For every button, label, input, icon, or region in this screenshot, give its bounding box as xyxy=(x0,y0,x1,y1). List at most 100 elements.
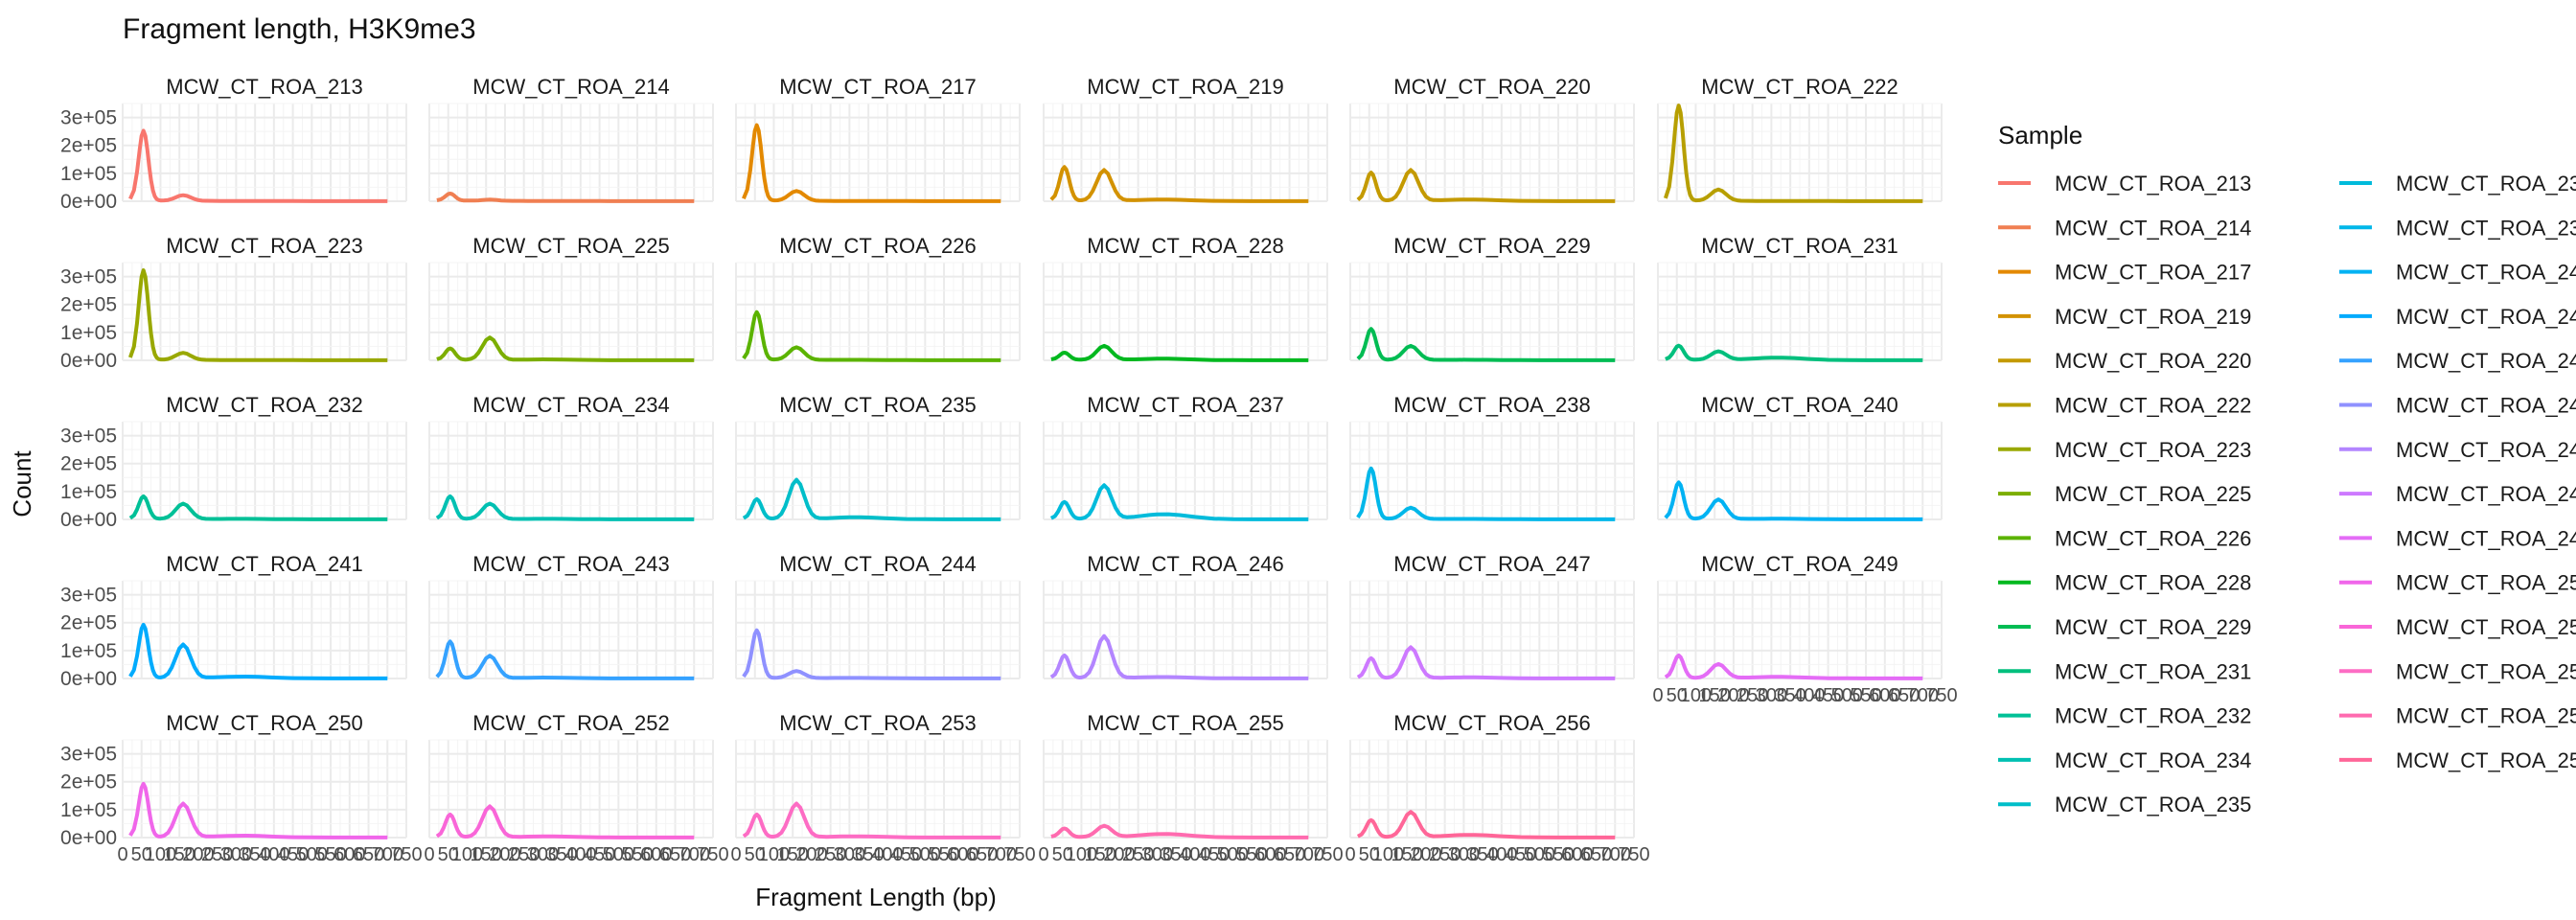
legend-item: MCW_CT_ROA_244 xyxy=(2339,394,2576,418)
x-tick-label: 500 xyxy=(1831,685,1863,706)
y-tick-label: 2e+05 xyxy=(60,294,117,316)
y-tick-label: 3e+05 xyxy=(60,426,117,448)
x-tick-label: 500 xyxy=(909,844,941,865)
facet-strip-label: MCW_CT_ROA_246 xyxy=(1087,552,1283,576)
series-line xyxy=(1049,633,1309,680)
facet-panel: MCW_CT_ROA_231 xyxy=(1657,234,1943,362)
x-tick-label: 750 xyxy=(390,844,422,865)
legend-label: MCW_CT_ROA_214 xyxy=(2055,216,2251,240)
x-tick-label: 150 xyxy=(164,844,196,865)
x-tick-label: 300 xyxy=(1756,685,1787,706)
x-tick-label: 550 xyxy=(1235,844,1267,865)
legend-label: MCW_CT_ROA_235 xyxy=(2055,793,2251,816)
legend-label: MCW_CT_ROA_240 xyxy=(2396,261,2576,285)
facet-panel: MCW_CT_ROA_225 xyxy=(428,234,714,362)
legend-item: MCW_CT_ROA_223 xyxy=(1998,438,2251,462)
legend-item: MCW_CT_ROA_237 xyxy=(2339,172,2576,196)
series-line xyxy=(1665,343,1923,362)
legend-label: MCW_CT_ROA_238 xyxy=(2396,216,2576,240)
x-tick-label: 500 xyxy=(1217,844,1249,865)
x-tick-label: 450 xyxy=(1198,844,1230,865)
legend-label: MCW_CT_ROA_219 xyxy=(2055,305,2251,329)
legend-item: MCW_CT_ROA_232 xyxy=(1998,704,2251,728)
x-tick-label: 100 xyxy=(451,844,483,865)
x-tick-label: 200 xyxy=(182,844,214,865)
legend-label: MCW_CT_ROA_247 xyxy=(2396,482,2576,506)
y-tick-label: 2e+05 xyxy=(60,771,117,794)
x-tick-label: 650 xyxy=(353,844,384,865)
x-tick-label: 350 xyxy=(1774,685,1806,706)
x-tick-label: 300 xyxy=(1448,844,1480,865)
x-tick-label: 600 xyxy=(334,844,365,865)
series-line xyxy=(1050,343,1309,362)
legend-label: MCW_CT_ROA_213 xyxy=(2055,172,2251,196)
x-tick-label: 650 xyxy=(1580,844,1612,865)
facet-strip-label: MCW_CT_ROA_253 xyxy=(779,711,976,735)
x-tick-label: 750 xyxy=(1311,844,1343,865)
y-tick-label: 1e+05 xyxy=(60,481,117,503)
x-tick-label: 200 xyxy=(1717,685,1749,706)
x-tick-label: 600 xyxy=(1561,844,1593,865)
series-line xyxy=(742,310,1001,362)
x-tick-label: 650 xyxy=(659,844,691,865)
x-tick-label: 500 xyxy=(1524,844,1555,865)
x-tick-label: 100 xyxy=(1372,844,1404,865)
y-tick-label: 0e+00 xyxy=(60,509,117,531)
legend-item: MCW_CT_ROA_253 xyxy=(2339,659,2576,683)
x-tick-label: 350 xyxy=(1160,844,1191,865)
x-tick-label: 650 xyxy=(1888,685,1920,706)
x-tick-label: 550 xyxy=(1542,844,1574,865)
legend-label: MCW_CT_ROA_234 xyxy=(2055,748,2251,772)
facet-panel: MCW_CT_ROA_241 0e+00 1e+05 2e+05 3e+05 xyxy=(60,552,407,690)
facet-strip-label: MCW_CT_ROA_229 xyxy=(1393,234,1590,258)
x-tick-label: 400 xyxy=(258,844,289,865)
series-line xyxy=(436,192,695,203)
facet-strip-label: MCW_CT_ROA_226 xyxy=(779,234,976,258)
series-line xyxy=(742,477,1001,521)
series-line xyxy=(128,268,388,362)
legend-label: MCW_CT_ROA_253 xyxy=(2396,659,2576,683)
x-tick-label: 650 xyxy=(966,844,998,865)
y-tick-label: 1e+05 xyxy=(60,799,117,821)
legend-item: MCW_CT_ROA_238 xyxy=(2339,216,2576,240)
x-tick-label: 450 xyxy=(1812,685,1844,706)
facet-panel: MCW_CT_ROA_223 0e+00 1e+05 2e+05 3e+05 xyxy=(60,234,407,372)
series-line xyxy=(1356,327,1616,362)
legend-label: MCW_CT_ROA_250 xyxy=(2396,571,2576,595)
facet-strip-label: MCW_CT_ROA_238 xyxy=(1393,393,1590,417)
x-tick-label: 600 xyxy=(947,844,978,865)
series-line xyxy=(128,781,388,840)
x-tick-label: 550 xyxy=(1850,685,1881,706)
facet-strip-label: MCW_CT_ROA_237 xyxy=(1087,393,1283,417)
facet-panel: MCW_CT_ROA_244 xyxy=(735,552,1021,680)
x-tick-label: 750 xyxy=(1925,685,1957,706)
legend-label: MCW_CT_ROA_255 xyxy=(2396,704,2576,728)
y-tick-label: 0e+00 xyxy=(60,827,117,849)
x-tick-label: 550 xyxy=(314,844,346,865)
series-line xyxy=(1356,645,1616,680)
x-tick-label: 700 xyxy=(985,844,1017,865)
legend-label: MCW_CT_ROA_237 xyxy=(2396,172,2576,196)
facet-panel: MCW_CT_ROA_256 0 5010015020025030035040045… xyxy=(1345,711,1649,865)
x-tick-label: 0 xyxy=(1652,685,1663,706)
legend-label: MCW_CT_ROA_220 xyxy=(2055,349,2251,373)
facet-panel: MCW_CT_ROA_237 xyxy=(1043,393,1328,521)
facet-strip-label: MCW_CT_ROA_252 xyxy=(472,711,669,735)
x-tick-label: 750 xyxy=(1618,844,1649,865)
series-line xyxy=(1356,810,1616,840)
x-tick-label: 50 xyxy=(1359,844,1380,865)
legend-title: Sample xyxy=(1998,121,2082,150)
legend-label: MCW_CT_ROA_222 xyxy=(2055,394,2251,418)
series-line xyxy=(128,494,388,521)
series-line xyxy=(435,804,695,840)
x-tick-label: 250 xyxy=(1122,844,1154,865)
x-tick-label: 650 xyxy=(1274,844,1305,865)
x-tick-label: 200 xyxy=(489,844,520,865)
legend-item: MCW_CT_ROA_240 xyxy=(2339,261,2576,285)
x-tick-label: 450 xyxy=(890,844,922,865)
series-line xyxy=(1664,480,1923,521)
facet-panel: MCW_CT_ROA_235 xyxy=(735,393,1021,521)
y-tick-label: 3e+05 xyxy=(60,744,117,766)
x-tick-label: 700 xyxy=(1907,685,1939,706)
legend-item: MCW_CT_ROA_226 xyxy=(1998,526,2251,550)
